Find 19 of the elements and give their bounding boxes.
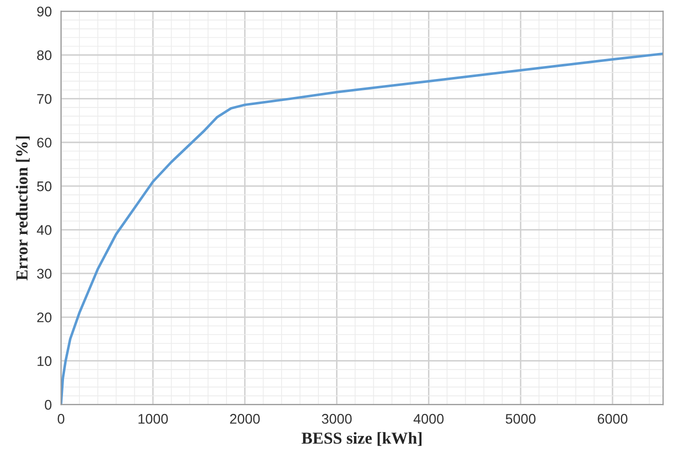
- x-axis-title: BESS size [kWh]: [302, 432, 422, 446]
- y-tick-label: 30: [37, 268, 52, 279]
- x-tick-label: 0: [58, 414, 64, 424]
- y-tick-label: 40: [36, 225, 52, 235]
- y-tick-label: 70: [37, 94, 52, 104]
- y-tick-label: 90: [37, 6, 52, 16]
- y-tick-label: 80: [37, 50, 52, 60]
- y-tick-label: 50: [37, 181, 52, 192]
- x-tick-label: 2000: [230, 414, 260, 424]
- y-tick-label: 0: [44, 400, 52, 410]
- y-tick-label: 20: [37, 312, 52, 322]
- y-tick-label: 60: [37, 138, 52, 148]
- y-axis-title: Error reduction [%]: [16, 136, 30, 280]
- x-tick-label: 1000: [138, 414, 168, 424]
- x-tick-label: 6000: [598, 414, 628, 424]
- x-tick-label: 5000: [506, 414, 536, 424]
- x-tick-label: 4000: [414, 414, 444, 424]
- y-tick-label: 10: [38, 356, 52, 366]
- x-tick-label: 3000: [322, 414, 352, 424]
